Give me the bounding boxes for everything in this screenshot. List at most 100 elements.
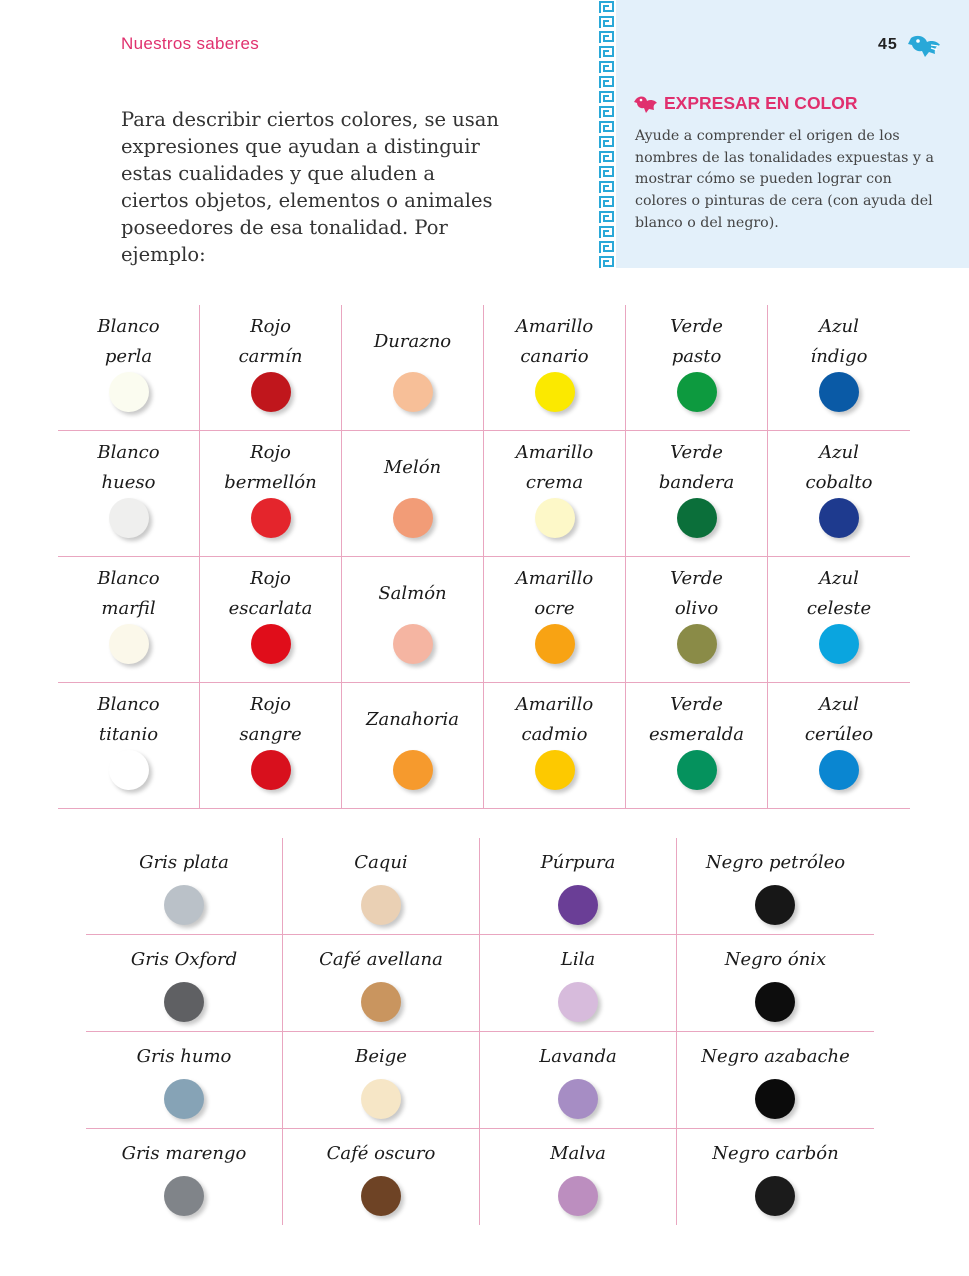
teacher-note-box: 45 EXPRESAR EN COLOR Ayude a comprender … [598, 0, 969, 268]
color-cell: Gris plata [86, 838, 283, 934]
color-cell: Verde olivo [626, 557, 768, 682]
color-cell: Blanco marfil [58, 557, 200, 682]
color-row: Blanco marfil Rojo escarlata Salmón Amarill… [58, 557, 910, 683]
color-name: Melón [383, 457, 442, 478]
color-name: Durazno [373, 331, 452, 352]
color-name: Café oscuro [326, 1142, 436, 1164]
color-name: Gris marengo [121, 1142, 247, 1164]
color-swatch [251, 498, 291, 538]
color-name: Azul índigo [810, 316, 868, 367]
color-swatch [164, 885, 204, 925]
color-cell: Gris marengo [86, 1129, 283, 1225]
color-swatch [164, 1176, 204, 1216]
color-cell: Café oscuro [283, 1129, 480, 1225]
color-row: Blanco perla Rojo carmín Durazno Amarillo c… [58, 305, 910, 431]
color-cell: Café avellana [283, 935, 480, 1031]
color-name: Salmón [378, 583, 447, 604]
color-name: Amarillo canario [515, 316, 594, 367]
color-swatch [361, 982, 401, 1022]
color-name: Malva [550, 1142, 606, 1164]
color-name: Blanco titanio [97, 694, 160, 745]
color-swatch [109, 498, 149, 538]
color-name: Café avellana [319, 948, 443, 970]
color-cell: Verde bandera [626, 431, 768, 556]
color-swatch [558, 885, 598, 925]
color-name: Rojo sangre [239, 694, 302, 745]
color-cell: Amarillo canario [484, 305, 626, 430]
color-name: Negro carbón [712, 1142, 839, 1164]
bird-glyph-icon [908, 35, 940, 57]
color-name: Amarillo crema [515, 442, 594, 493]
color-swatch [535, 750, 575, 790]
color-cell: Gris humo [86, 1032, 283, 1128]
color-table-neutrals: Gris plata Caqui Púrpura Negro petróleo Gris… [86, 838, 874, 1225]
color-name: Blanco perla [97, 316, 160, 367]
color-cell: Negro petróleo [677, 838, 874, 934]
color-name: Gris Oxford [130, 948, 238, 970]
color-cell: Caqui [283, 838, 480, 934]
color-row: Blanco hueso Rojo bermellón Melón Amarillo … [58, 431, 910, 557]
color-name: Lavanda [539, 1045, 617, 1067]
color-cell: Rojo sangre [200, 683, 342, 808]
color-cell: Malva [480, 1129, 677, 1225]
color-name: Beige [355, 1045, 407, 1067]
color-cell: Amarillo crema [484, 431, 626, 556]
color-swatch [677, 372, 717, 412]
color-cell: Negro carbón [677, 1129, 874, 1225]
color-cell: Gris Oxford [86, 935, 283, 1031]
color-name: Blanco marfil [97, 568, 160, 619]
color-swatch [393, 372, 433, 412]
color-name: Azul cerúleo [804, 694, 874, 745]
color-cell: Azul índigo [768, 305, 910, 430]
color-swatch [677, 750, 717, 790]
color-name: Negro ónix [724, 948, 827, 970]
color-swatch [819, 750, 859, 790]
color-row: Gris humo Beige Lavanda Negro azabache [86, 1032, 874, 1129]
color-name: Lila [560, 948, 596, 970]
color-cell: Zanahoria [342, 683, 484, 808]
color-name: Verde olivo [670, 568, 723, 619]
color-name: Verde pasto [670, 316, 723, 367]
color-swatch [393, 624, 433, 664]
color-swatch [755, 1176, 795, 1216]
page-number: 45 [878, 36, 898, 53]
color-swatch [361, 885, 401, 925]
color-cell: Blanco hueso [58, 431, 200, 556]
color-cell: Durazno [342, 305, 484, 430]
color-name: Gris humo [136, 1045, 232, 1067]
color-cell: Verde esmeralda [626, 683, 768, 808]
color-cell: Rojo escarlata [200, 557, 342, 682]
color-cell: Amarillo ocre [484, 557, 626, 682]
color-name: Blanco hueso [97, 442, 160, 493]
color-row: Gris plata Caqui Púrpura Negro petróleo [86, 838, 874, 935]
color-swatch [164, 1079, 204, 1119]
color-name: Azul celeste [806, 568, 872, 619]
color-swatch [393, 498, 433, 538]
color-swatch [755, 982, 795, 1022]
color-name: Azul cobalto [805, 442, 873, 493]
color-table-primary: Blanco perla Rojo carmín Durazno Amarillo c… [58, 305, 910, 809]
color-swatch [109, 624, 149, 664]
color-cell: Negro ónix [677, 935, 874, 1031]
color-cell: Lavanda [480, 1032, 677, 1128]
color-name: Verde bandera [658, 442, 735, 493]
color-swatch [251, 624, 291, 664]
color-swatch [755, 885, 795, 925]
section-title: Nuestros saberes [121, 34, 260, 53]
color-swatch [535, 498, 575, 538]
color-swatch [109, 372, 149, 412]
color-row: Blanco titanio Rojo sangre Zanahoria Amaril… [58, 683, 910, 809]
color-cell: Melón [342, 431, 484, 556]
color-name: Rojo escarlata [228, 568, 313, 619]
note-title: EXPRESAR EN COLOR [664, 93, 858, 113]
color-swatch [361, 1079, 401, 1119]
color-swatch [677, 498, 717, 538]
color-cell: Amarillo cadmio [484, 683, 626, 808]
color-cell: Verde pasto [626, 305, 768, 430]
color-cell: Azul cerúleo [768, 683, 910, 808]
color-cell: Azul cobalto [768, 431, 910, 556]
color-cell: Rojo bermellón [200, 431, 342, 556]
color-cell: Lila [480, 935, 677, 1031]
color-swatch [819, 498, 859, 538]
color-cell: Púrpura [480, 838, 677, 934]
